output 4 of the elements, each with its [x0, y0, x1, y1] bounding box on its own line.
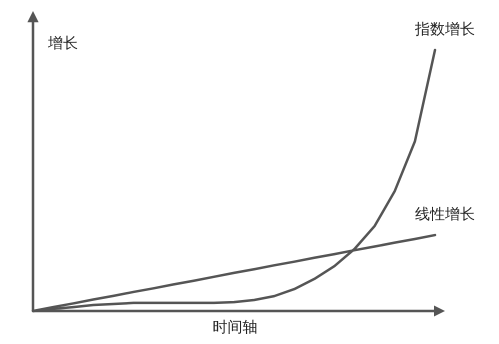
x-axis-title: 时间轴 [212, 319, 258, 336]
y-axis-title: 增长 [47, 35, 78, 52]
series-label: 线性增长 [415, 206, 475, 224]
series-label: 指数增长 [414, 21, 475, 38]
